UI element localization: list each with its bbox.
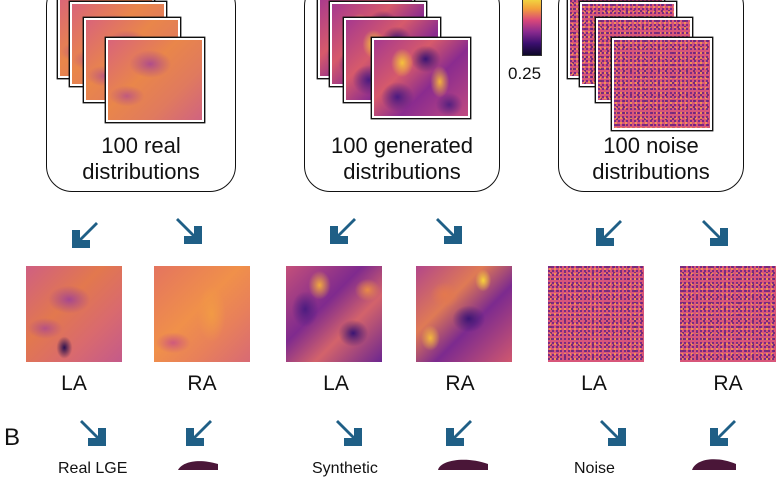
map-label-generated-ra: RA <box>445 372 475 395</box>
real-stack-thumbnail <box>106 38 204 122</box>
map-label-noise-la: LA <box>581 372 607 395</box>
group-generated-caption-line1: 100 generated <box>331 133 473 158</box>
section-letter: B <box>4 424 21 451</box>
map-generated-ra <box>416 266 512 362</box>
arrow-down-right-icon <box>336 420 362 446</box>
bottom-label-synthetic: Synthetic <box>312 460 378 477</box>
group-noise-caption-line1: 100 noise <box>603 133 699 158</box>
group-real-caption-line1: 100 real <box>101 133 181 158</box>
generated-stack-thumbnail <box>372 38 470 118</box>
map-label-real-la: LA <box>61 372 87 395</box>
map-label-noise-ra: RA <box>713 372 743 395</box>
map-label-generated-la: LA <box>323 372 349 395</box>
bottom-label-real: Real LGE <box>58 460 128 477</box>
map-label-real-ra: RA <box>187 372 217 395</box>
colorbar <box>522 0 542 56</box>
arrow-down-left-icon <box>446 420 472 446</box>
arrow-down-right-icon <box>176 218 202 244</box>
atrium-shape-noise <box>692 459 736 470</box>
atrium-shape-real <box>178 461 218 470</box>
arrow-down-left-icon <box>330 218 356 244</box>
arrow-down-right-icon <box>436 218 462 244</box>
arrow-down-left-icon <box>72 222 98 248</box>
arrow-down-left-icon <box>596 220 622 246</box>
arrow-down-right-icon <box>600 420 626 446</box>
noise-stack-thumbnail <box>612 38 712 130</box>
atrium-shape-synthetic <box>438 459 488 470</box>
map-noise-la <box>548 266 644 362</box>
map-real-ra <box>154 266 250 362</box>
map-noise-ra <box>680 266 776 362</box>
bottom-label-noise: Noise <box>574 460 615 477</box>
map-real-la <box>26 266 122 362</box>
arrow-down-right-icon <box>80 420 106 446</box>
group-generated-caption-line2: distributions <box>343 159 461 184</box>
arrow-down-left-icon <box>710 420 736 446</box>
arrow-down-right-icon <box>702 220 728 246</box>
map-generated-la <box>286 266 382 362</box>
colorbar-min-label: 0.25 <box>508 64 542 83</box>
group-noise-caption-line2: distributions <box>592 159 710 184</box>
arrow-down-left-icon <box>186 420 212 446</box>
group-real-caption-line2: distributions <box>82 159 200 184</box>
